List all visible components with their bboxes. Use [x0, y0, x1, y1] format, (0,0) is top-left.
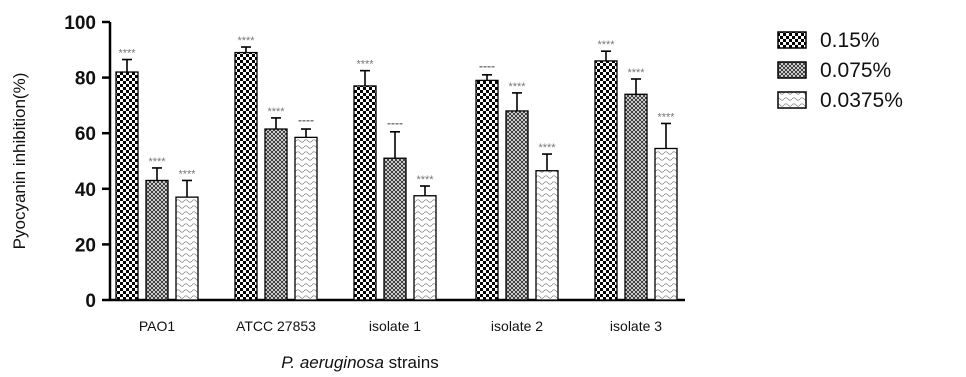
bar [353, 85, 377, 301]
x-axis-title-rest: strains [384, 353, 439, 372]
legend-label: 0.075% [820, 59, 891, 82]
significance-label: **** [508, 81, 526, 93]
significance-label: ---- [298, 113, 314, 127]
x-tick-label: isolate 2 [491, 318, 543, 334]
bar [145, 179, 169, 301]
significance-label: **** [148, 156, 166, 168]
bar [175, 196, 199, 301]
legend-swatch [777, 31, 807, 49]
labels: 0 20 40 60 80 100 Pyocyanin inhibition(%) **** *… [10, 13, 675, 372]
significance-label: **** [356, 59, 374, 71]
x-axis-title-italic: P. aeruginosa [281, 353, 384, 372]
bar [624, 93, 648, 301]
bar [383, 157, 407, 301]
x-tick-label: ATCC 27853 [236, 318, 316, 334]
legend: 0.15% 0.075% 0.0375% [777, 29, 903, 112]
significance-label: **** [597, 39, 615, 51]
legend-swatch [777, 61, 807, 79]
significance-label: **** [118, 48, 136, 60]
y-axis-title: Pyocyanin inhibition(%) [10, 73, 29, 250]
x-axis-title: P. aeruginosa strains [281, 353, 439, 372]
y-tick-label: 60 [75, 124, 96, 145]
bar [535, 170, 559, 301]
y-tick-label: 100 [64, 13, 96, 34]
significance-label: **** [538, 142, 556, 154]
y-tick-label: 40 [75, 180, 96, 201]
bar [115, 71, 139, 301]
significance-label: **** [237, 35, 255, 47]
bar [294, 136, 318, 301]
bar [413, 195, 437, 301]
bar [654, 147, 678, 301]
legend-swatch [777, 91, 807, 109]
significance-label: **** [416, 174, 434, 186]
legend-label: 0.0375% [820, 89, 903, 112]
y-tick-label: 20 [75, 235, 96, 256]
bar [475, 79, 499, 301]
bars [115, 46, 678, 301]
significance-label: **** [657, 111, 675, 123]
bar [505, 110, 529, 301]
significance-label: ---- [479, 59, 495, 73]
y-tick-label: 0 [85, 291, 96, 312]
y-tick-label: 80 [75, 69, 96, 90]
bar [594, 60, 618, 301]
x-tick-label: isolate 3 [610, 318, 662, 334]
significance-label: **** [178, 168, 196, 180]
bar [234, 51, 258, 301]
legend-label: 0.15% [820, 29, 880, 52]
significance-label: ---- [387, 116, 403, 130]
x-tick-label: PAO1 [139, 318, 176, 334]
significance-label: **** [267, 106, 285, 118]
x-tick-label: isolate 1 [369, 318, 421, 334]
significance-label: **** [627, 67, 645, 79]
bar [264, 128, 288, 301]
